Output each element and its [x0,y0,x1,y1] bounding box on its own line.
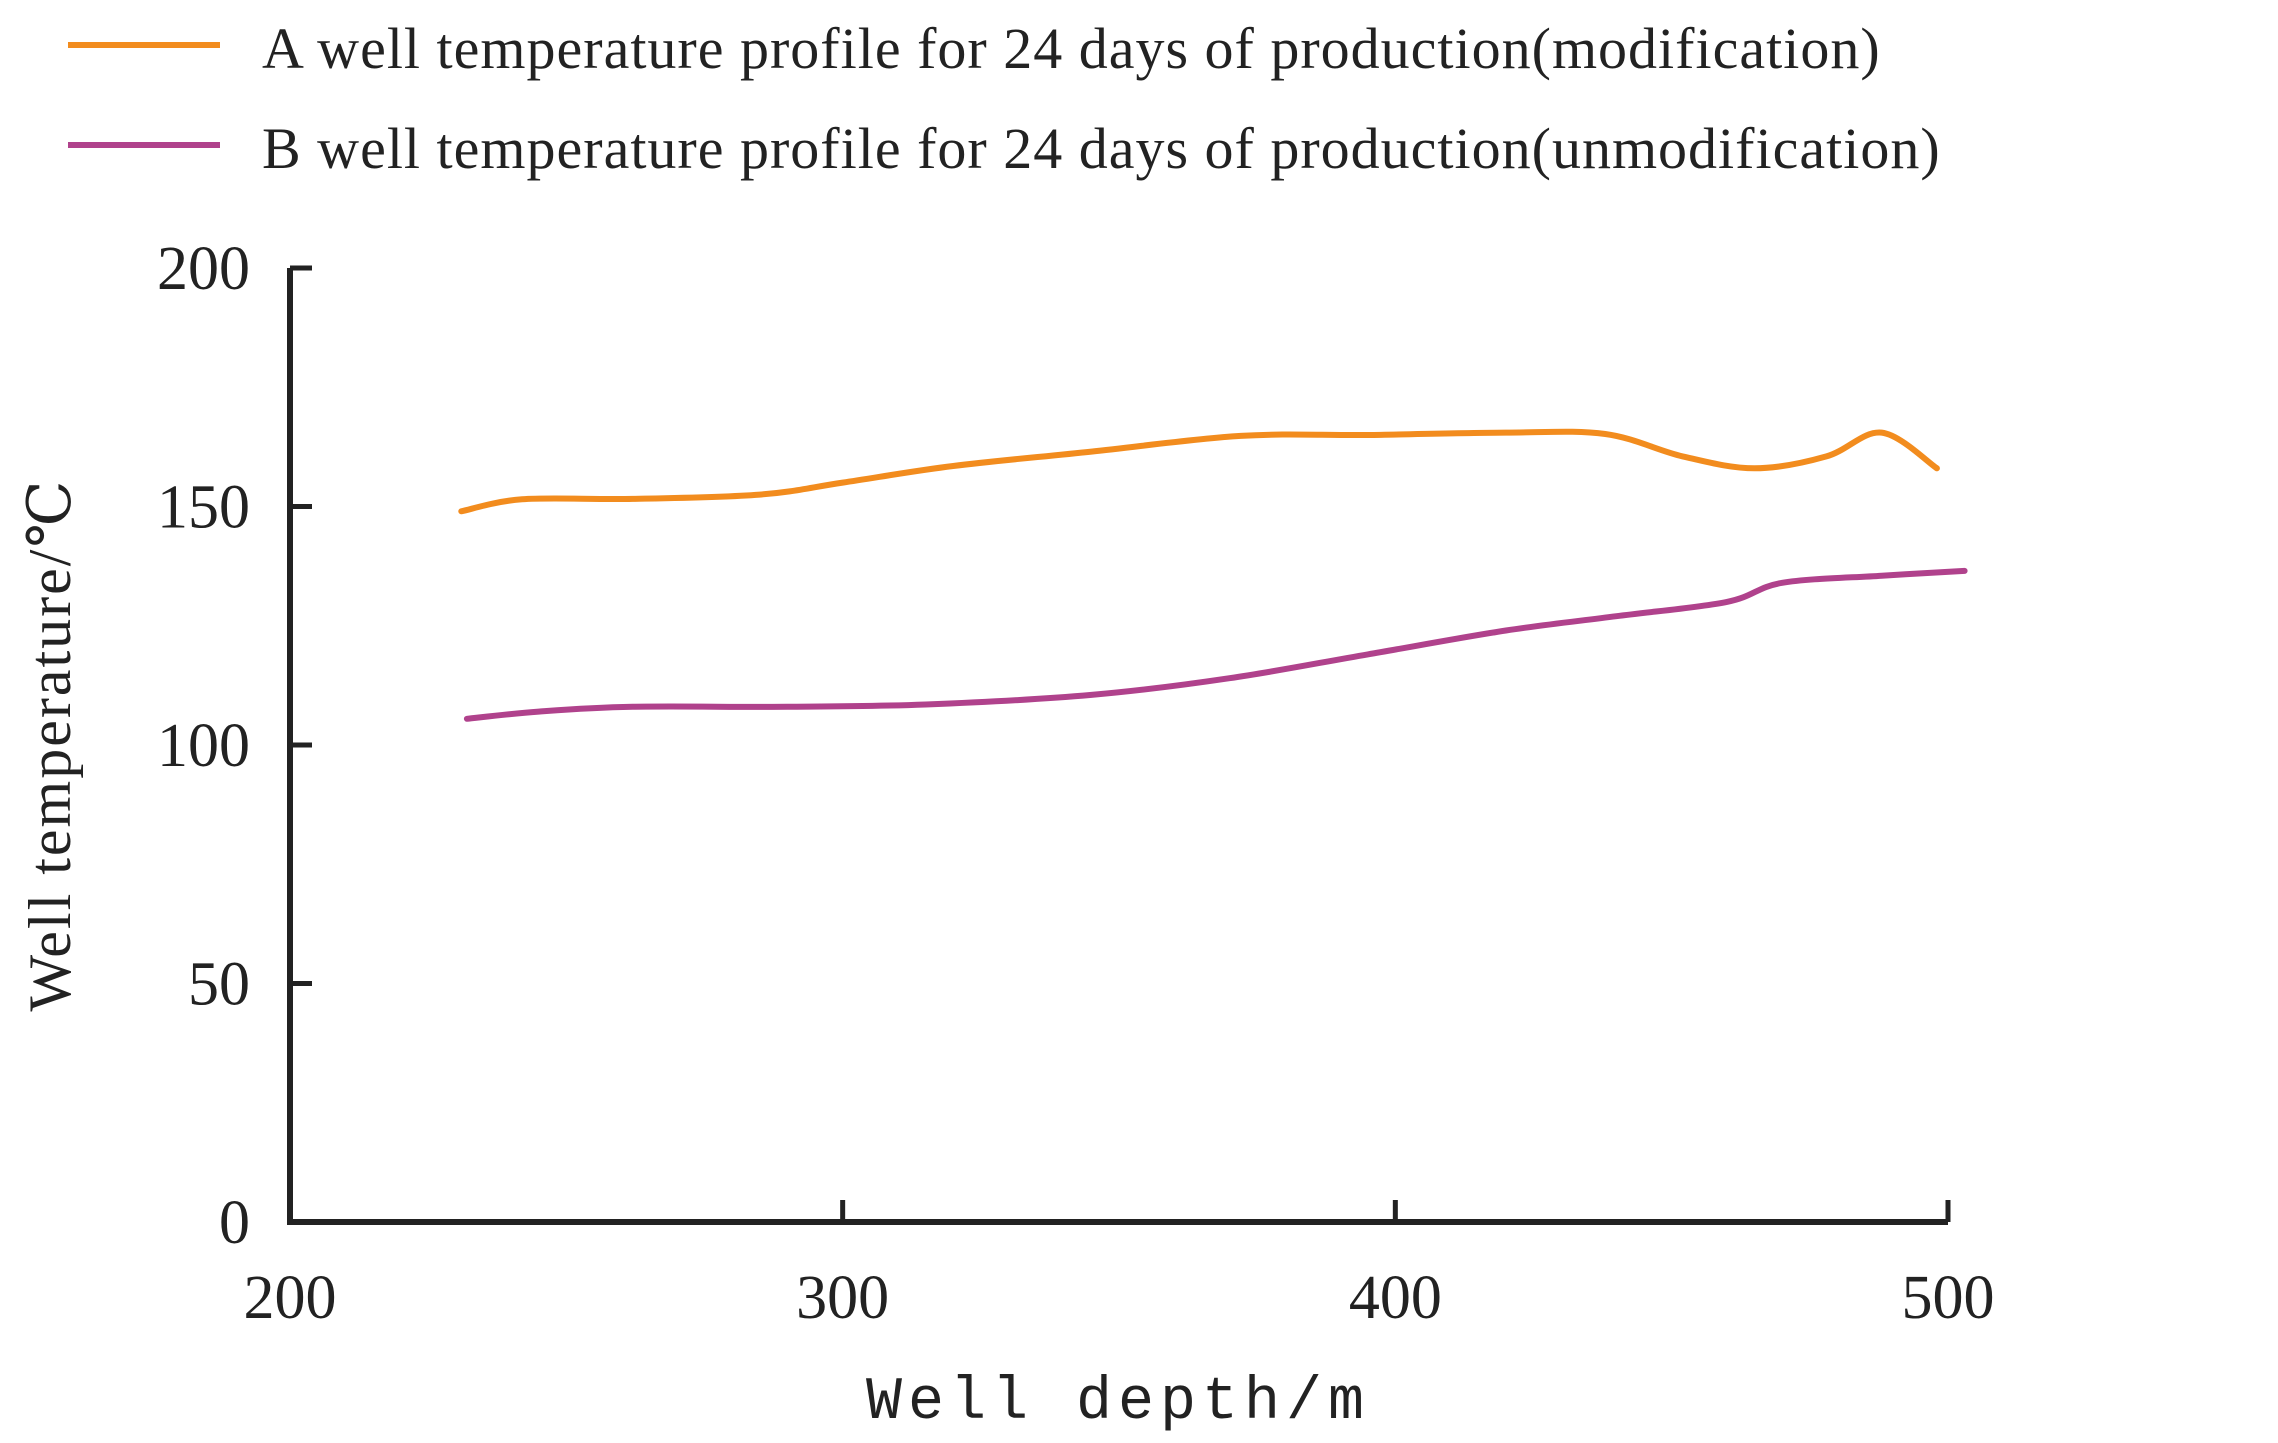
y-tick-label: 200 [157,235,250,303]
axes [287,268,1948,1225]
x-tick-label: 500 [1902,1264,1995,1332]
y-tick-label: 150 [157,474,250,542]
y-ticks: 0 50 100 150 200 [157,235,312,1257]
series-a-line [458,428,1940,515]
y-tick-label: 50 [188,951,250,1019]
x-tick-label: 300 [796,1264,889,1332]
x-tick-label: 400 [1349,1264,1442,1332]
x-tick-label: 200 [244,1264,337,1332]
legend-label-series-b: B well temperature profile for 24 days o… [262,116,1941,181]
y-tick-label: 100 [157,712,250,780]
x-axis-title: Well depth/m [866,1369,1370,1437]
x-ticks: 200 300 400 500 [244,1200,1995,1332]
legend: A well temperature profile for 24 days o… [68,16,1941,181]
series-b-line [463,567,1968,722]
series-layer [458,428,1968,722]
y-axis-title: Well temperature/℃ [17,478,83,1011]
y-tick-label: 0 [219,1189,250,1257]
legend-label-series-a: A well temperature profile for 24 days o… [262,16,1881,81]
